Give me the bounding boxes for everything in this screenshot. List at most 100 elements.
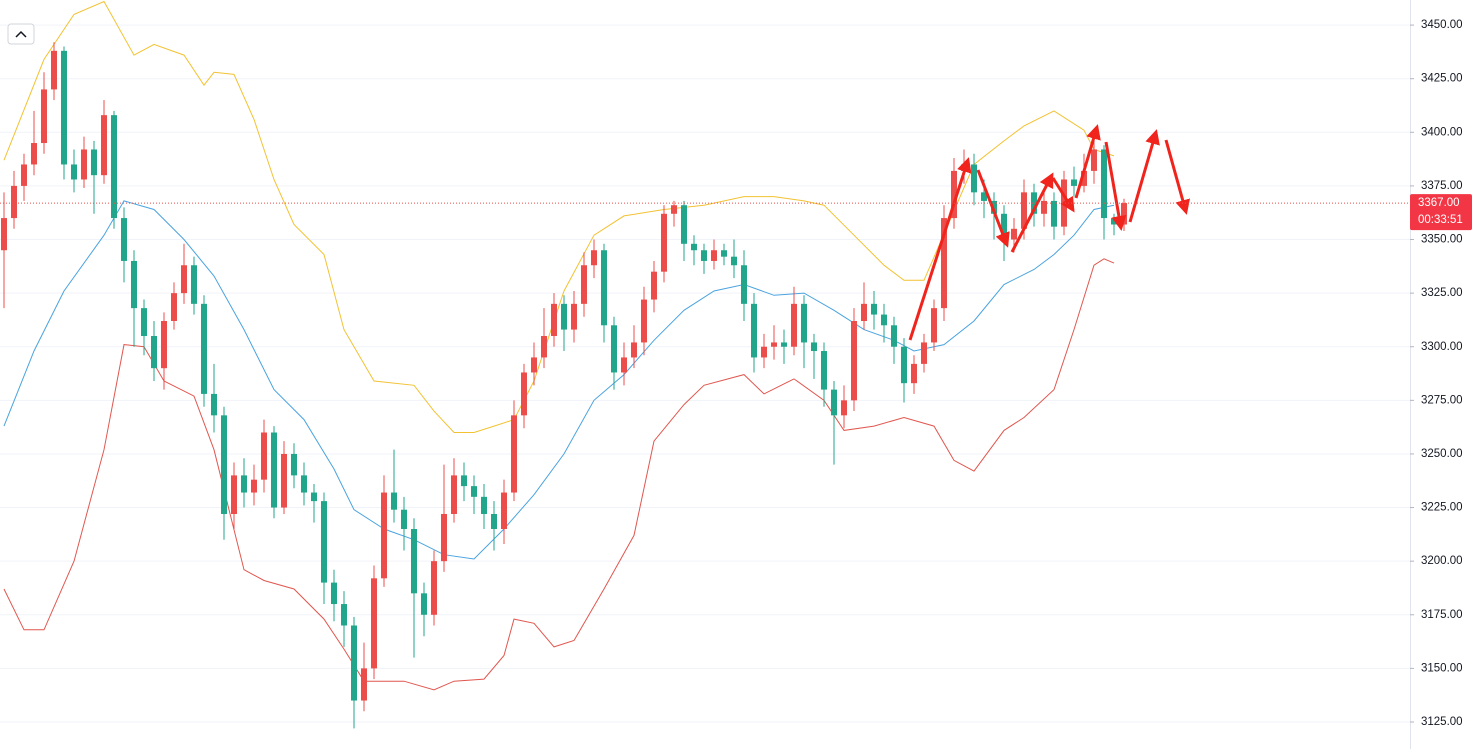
- candle-body: [941, 218, 947, 309]
- candle-body: [601, 250, 607, 326]
- candle-body: [1091, 149, 1097, 171]
- grid: [0, 24, 1410, 723]
- candle-body: [661, 213, 667, 272]
- candle-body: [131, 260, 137, 309]
- candle-body: [151, 336, 157, 369]
- candle-body: [251, 479, 257, 493]
- candle-body: [891, 325, 897, 347]
- candle-body: [761, 346, 767, 358]
- candle-body: [391, 492, 397, 510]
- candle-body: [951, 170, 957, 219]
- candle-body: [281, 453, 287, 508]
- candle-body: [861, 303, 867, 321]
- y-tick-label: 3150.00: [1421, 662, 1463, 674]
- candle-body: [811, 342, 817, 352]
- candle-body: [441, 513, 447, 562]
- candle-body: [41, 89, 47, 144]
- candle-body: [971, 164, 977, 193]
- candle-body: [461, 475, 467, 487]
- candle-body: [611, 325, 617, 373]
- candle-body: [1121, 203, 1127, 225]
- candle-body: [191, 265, 197, 304]
- candle-body: [1041, 200, 1047, 214]
- candle-body: [501, 492, 507, 529]
- candle-body: [411, 528, 417, 594]
- candle-body: [521, 372, 527, 416]
- arrow: [1051, 177, 1075, 213]
- button-frame[interactable]: [7, 23, 35, 45]
- candle-body: [721, 250, 727, 257]
- candle-body: [841, 400, 847, 416]
- candle-body: [301, 475, 307, 493]
- candle-body: [431, 561, 437, 615]
- collapse-button[interactable]: [7, 23, 35, 45]
- candle-body: [851, 321, 857, 401]
- candle-body: [551, 303, 557, 337]
- y-tick-label: 3275.00: [1421, 394, 1463, 406]
- candle-body: [821, 351, 827, 390]
- candle-body: [791, 303, 797, 347]
- y-tick-label: 3325.00: [1421, 287, 1463, 299]
- candle-body: [881, 314, 887, 326]
- candle-body: [91, 149, 97, 176]
- price-tag-label: 3367.00: [1418, 197, 1460, 209]
- candle-body: [331, 582, 337, 605]
- candle-body: [1061, 179, 1067, 227]
- arrow: [1104, 141, 1127, 231]
- candle-body: [921, 342, 927, 364]
- arrow: [908, 157, 972, 341]
- candle-body: [321, 501, 327, 583]
- candle-body: [871, 303, 877, 315]
- countdown-label: 00:33:51: [1418, 214, 1463, 226]
- candle-body: [631, 342, 637, 358]
- candle-body: [231, 475, 237, 514]
- candle-body: [21, 164, 27, 186]
- price-axis: 3125.00 3150.00 3175.00 3200.00 3225.00 3250.…: [1410, 19, 1463, 728]
- candle-body: [731, 256, 737, 266]
- candle-body: [1001, 213, 1007, 240]
- candle-body: [121, 218, 127, 261]
- y-tick-label: 3450.00: [1421, 19, 1463, 31]
- candle-body: [1111, 218, 1117, 225]
- candle-body: [671, 205, 677, 214]
- candle-body: [421, 593, 427, 615]
- candle-body: [621, 357, 627, 373]
- candle-body: [1051, 200, 1057, 227]
- candle-body: [481, 496, 487, 514]
- y-tick-label: 3125.00: [1421, 716, 1463, 728]
- candle-body: [771, 342, 777, 347]
- candle-body: [311, 492, 317, 502]
- candle-body: [71, 164, 77, 180]
- candles: [1, 42, 1127, 729]
- y-tick-label: 3200.00: [1421, 555, 1463, 567]
- candle-body: [161, 321, 167, 369]
- price-tag: [1410, 194, 1472, 231]
- candle-body: [711, 250, 717, 261]
- candle-body: [931, 308, 937, 343]
- arrow: [1010, 172, 1054, 253]
- candle-body: [471, 486, 477, 497]
- candle-body: [291, 453, 297, 476]
- candle-body: [1101, 149, 1107, 219]
- y-tick-label: 3400.00: [1421, 126, 1463, 138]
- candle-body: [831, 389, 837, 416]
- candle-body: [361, 668, 367, 701]
- candle-body: [261, 432, 267, 480]
- annotation-arrows: [908, 124, 1191, 341]
- candle-body: [1031, 192, 1037, 214]
- y-tick-label: 3300.00: [1421, 341, 1463, 353]
- candle-body: [371, 578, 377, 669]
- candle-body: [801, 303, 807, 343]
- candle-body: [111, 115, 117, 219]
- candle-body: [171, 293, 177, 321]
- y-tick-label: 3175.00: [1421, 609, 1463, 621]
- candle-body: [641, 299, 647, 343]
- y-tick-label: 3375.00: [1421, 180, 1463, 192]
- band-line: [3, 258, 1115, 691]
- arrow: [1128, 129, 1160, 223]
- arrow: [1164, 139, 1191, 215]
- band-line: [3, 200, 1115, 560]
- candle-body: [241, 475, 247, 493]
- candle-body: [51, 50, 57, 90]
